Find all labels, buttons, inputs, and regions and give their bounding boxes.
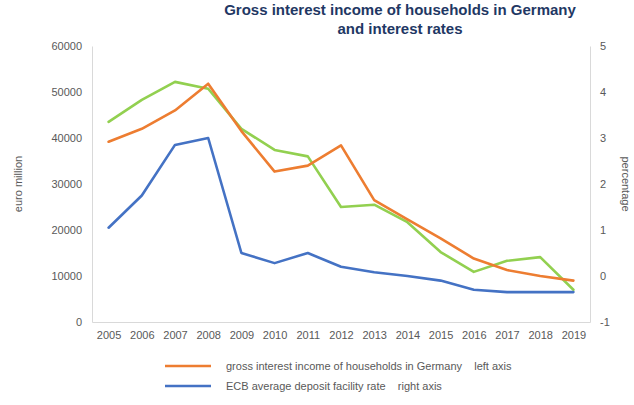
tick-label: 5 bbox=[600, 40, 606, 52]
tick-label: 2012 bbox=[329, 329, 353, 341]
legend: gross interest income of households in G… bbox=[165, 360, 512, 392]
tick-label: 2006 bbox=[130, 329, 154, 341]
tick: 2005 bbox=[97, 322, 121, 341]
tick-label: -1 bbox=[600, 316, 610, 328]
tick-label: 50000 bbox=[51, 86, 82, 98]
tick: 0 bbox=[590, 270, 606, 282]
tick-label: 2017 bbox=[495, 329, 519, 341]
tick: 2008 bbox=[196, 322, 220, 341]
series-line bbox=[109, 84, 574, 281]
tick-label: 2018 bbox=[528, 329, 552, 341]
tick: 1 bbox=[590, 224, 606, 236]
tick-label: 20000 bbox=[51, 224, 82, 236]
x-axis: 2005 2006 2007 2008 2009 2010 2011 2012 2013 2014… bbox=[93, 322, 591, 341]
tick-label: 2008 bbox=[196, 329, 220, 341]
y2-axis: -1 0 1 2 3 4 5 bbox=[590, 40, 610, 328]
tick-label: 2019 bbox=[562, 329, 586, 341]
legend-label: ECB average deposit facility rate right … bbox=[226, 380, 442, 392]
tick-label: 2014 bbox=[396, 329, 420, 341]
y-axis-title: euro million bbox=[12, 156, 24, 212]
tick: 3 bbox=[590, 132, 606, 144]
y2-axis-title: percentage bbox=[620, 156, 632, 211]
tick: 20000 bbox=[51, 224, 92, 236]
axis-line bbox=[590, 47, 591, 323]
tick: 60000 bbox=[51, 40, 92, 52]
tick-label: 1 bbox=[600, 224, 606, 236]
legend-swatch bbox=[165, 365, 211, 368]
tick-label: 2015 bbox=[429, 329, 453, 341]
tick-label: 10000 bbox=[51, 270, 82, 282]
tick: 2006 bbox=[130, 322, 154, 341]
tick-label: 2009 bbox=[230, 329, 254, 341]
tick: 4 bbox=[590, 86, 606, 98]
tick: 2019 bbox=[562, 322, 586, 341]
series-line bbox=[109, 82, 574, 290]
tick: 2013 bbox=[362, 322, 386, 341]
tick-label: 3 bbox=[600, 132, 606, 144]
tick: 2010 bbox=[263, 322, 287, 341]
tick: 5 bbox=[590, 40, 606, 52]
tick: 2009 bbox=[230, 322, 254, 341]
tick: 2018 bbox=[528, 322, 552, 341]
tick: -1 bbox=[590, 316, 610, 328]
tick: 0 bbox=[76, 316, 92, 328]
title: Gross interest income of households in G… bbox=[224, 1, 576, 37]
tick: 2014 bbox=[396, 322, 420, 341]
axis-line bbox=[92, 47, 93, 323]
tick-label: 60000 bbox=[51, 40, 82, 52]
tick-label: 4 bbox=[600, 86, 606, 98]
series-line bbox=[109, 138, 574, 292]
tick: 40000 bbox=[51, 132, 92, 144]
tick-label: 2005 bbox=[97, 329, 121, 341]
plot-area bbox=[109, 82, 574, 292]
tick-label: 0 bbox=[76, 316, 82, 328]
tick-label: 2 bbox=[600, 178, 606, 190]
chart: Gross interest income of households in G… bbox=[0, 0, 634, 405]
tick: 2011 bbox=[296, 322, 320, 341]
tick: 30000 bbox=[51, 178, 92, 190]
y-axis: 0 10000 20000 30000 40000 50000 60000 bbox=[51, 40, 92, 328]
tick-label: 2016 bbox=[462, 329, 486, 341]
axis-line bbox=[93, 322, 591, 323]
tick: 2007 bbox=[163, 322, 187, 341]
tick: 10000 bbox=[51, 270, 92, 282]
tick: 2012 bbox=[329, 322, 353, 341]
tick-label: 2013 bbox=[362, 329, 386, 341]
tick: 2017 bbox=[495, 322, 519, 341]
tick: 2015 bbox=[429, 322, 453, 341]
legend-label: gross interest income of households in G… bbox=[226, 360, 512, 372]
tick: 2 bbox=[590, 178, 606, 190]
tick-label: 40000 bbox=[51, 132, 82, 144]
tick-label: 2010 bbox=[263, 329, 287, 341]
tick-label: 2007 bbox=[163, 329, 187, 341]
tick-label: 30000 bbox=[51, 178, 82, 190]
tick: 2016 bbox=[462, 322, 486, 341]
tick-label: 2011 bbox=[296, 329, 320, 341]
legend-swatch bbox=[165, 385, 211, 388]
tick: 50000 bbox=[51, 86, 92, 98]
tick-label: 0 bbox=[600, 270, 606, 282]
